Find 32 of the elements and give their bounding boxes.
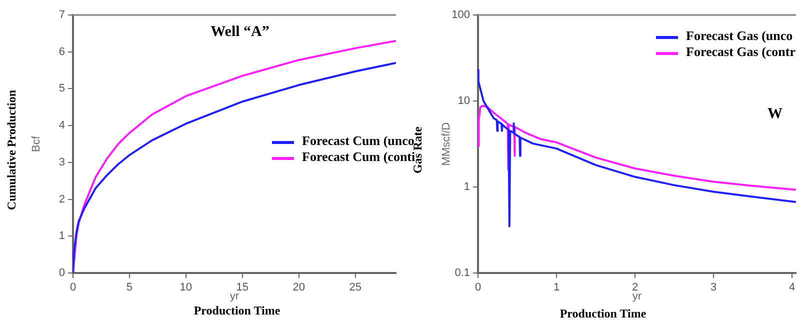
x-tick-label: 1 — [553, 282, 560, 294]
x-tick-label: 10 — [180, 282, 192, 294]
y-axis-title: MMscf/D — [440, 122, 453, 166]
legend-label: Forecast Cum (conti — [301, 149, 416, 164]
x-tick-label: 4 — [789, 282, 796, 294]
x-tick-label: 0 — [70, 282, 76, 294]
y-tick-label: 1 — [58, 230, 65, 242]
text: Well “A” — [210, 24, 270, 41]
y-tick-label: 10 — [458, 95, 470, 108]
y-tick-label: 6 — [58, 46, 65, 58]
x-tick-label: 0 — [474, 282, 482, 294]
legend-label: Forecast Cum (unco — [301, 133, 414, 148]
y-tick-label: 0 — [58, 267, 65, 280]
x-tick-label: 3 — [710, 282, 717, 294]
legend-label: Forecast Gas (unco — [685, 28, 794, 44]
y-tick-label: 4 — [58, 120, 65, 132]
y-axis-title: Bcf — [30, 135, 43, 152]
y-tick-label: 1 — [464, 181, 470, 194]
x-tick-label: 20 — [292, 282, 305, 294]
text: Production Time — [194, 304, 280, 318]
y-tick-label: 5 — [58, 82, 65, 95]
text: Cumulative Production — [4, 90, 20, 210]
y-tick-label: 7 — [58, 9, 65, 22]
y-tick-label: 2 — [58, 193, 65, 206]
x-tick-label: 5 — [126, 282, 133, 294]
y-tick-label: 100 — [452, 9, 470, 22]
x-tick-label: 25 — [349, 282, 362, 294]
text: W — [768, 106, 782, 123]
y-tick-label: 3 — [58, 156, 65, 168]
legend-label: Forecast Gas (contr — [685, 44, 796, 60]
y-tick-label: 0.1 — [454, 267, 470, 280]
text: Production Time — [560, 306, 646, 322]
